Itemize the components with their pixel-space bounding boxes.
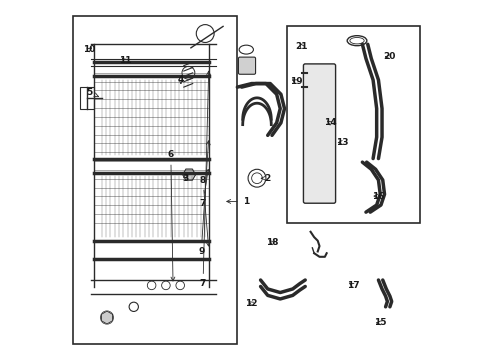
Text: 8: 8 <box>200 176 210 246</box>
Bar <box>73 16 237 344</box>
Text: 2: 2 <box>261 174 270 183</box>
Text: 3: 3 <box>182 174 188 183</box>
Text: 21: 21 <box>295 41 307 50</box>
Text: 6: 6 <box>167 150 175 281</box>
Text: 15: 15 <box>373 318 386 327</box>
Text: 18: 18 <box>265 238 278 247</box>
Text: 14: 14 <box>323 118 336 127</box>
Text: 13: 13 <box>336 138 348 147</box>
Polygon shape <box>101 311 112 324</box>
Text: 7: 7 <box>200 71 210 288</box>
FancyBboxPatch shape <box>303 64 335 203</box>
Text: 7: 7 <box>200 169 209 208</box>
Text: 17: 17 <box>346 281 359 290</box>
Text: 16: 16 <box>371 192 384 201</box>
Text: 20: 20 <box>382 52 395 61</box>
Text: 5: 5 <box>86 88 98 97</box>
Text: 19: 19 <box>289 77 302 86</box>
Text: 10: 10 <box>83 45 95 54</box>
Bar <box>287 26 419 223</box>
Text: 4: 4 <box>177 76 183 85</box>
Text: 11: 11 <box>118 56 131 65</box>
Text: 1: 1 <box>226 197 248 206</box>
Polygon shape <box>183 169 195 180</box>
FancyBboxPatch shape <box>238 57 255 74</box>
Bar <box>80 87 94 109</box>
Text: 12: 12 <box>245 299 257 308</box>
Text: 9: 9 <box>198 141 210 256</box>
